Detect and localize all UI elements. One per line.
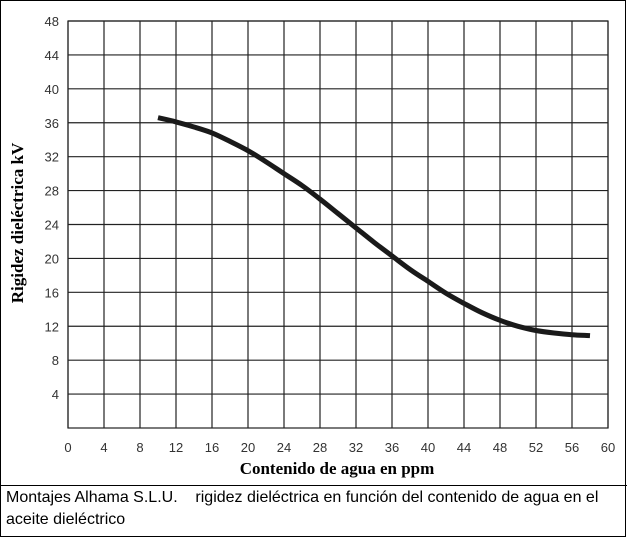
- y-tick-label: 12: [45, 319, 59, 334]
- x-tick-label: 48: [493, 440, 507, 455]
- y-tick-label: 32: [45, 150, 59, 165]
- x-tick-label: 12: [169, 440, 183, 455]
- figure-caption: Montajes Alhama S.L.U. rigidez dieléctri…: [6, 489, 603, 528]
- x-axis-ticks: 0 4 8 12 16 20 24 28 32 36 40 44 48 52 56 60: [64, 440, 615, 455]
- x-tick-label: 60: [601, 440, 615, 455]
- y-tick-label: 4: [52, 387, 59, 402]
- y-tick-label: 20: [45, 251, 59, 266]
- chart: 0 4 8 12 16 20 24 28 32 36 40 44 48 52 56 60 4812162024…: [8, 14, 615, 478]
- x-tick-label: 36: [385, 440, 399, 455]
- y-axis-title: Rigidez dieléctrica kV: [8, 142, 27, 303]
- x-axis-title: Contenido de agua en ppm: [240, 459, 435, 478]
- y-tick-label: 48: [45, 14, 59, 29]
- x-tick-label: 28: [313, 440, 327, 455]
- x-tick-label: 44: [457, 440, 471, 455]
- x-tick-label: 24: [277, 440, 291, 455]
- x-tick-label: 4: [100, 440, 107, 455]
- x-tick-label: 32: [349, 440, 363, 455]
- grid: [67, 20, 609, 429]
- y-tick-label: 44: [45, 48, 59, 63]
- y-tick-label: 24: [45, 218, 59, 233]
- y-tick-label: 8: [52, 353, 59, 368]
- x-tick-label: 20: [241, 440, 255, 455]
- x-tick-label: 16: [205, 440, 219, 455]
- x-tick-label: 0: [64, 440, 71, 455]
- x-tick-label: 40: [421, 440, 435, 455]
- y-tick-label: 36: [45, 116, 59, 131]
- y-tick-label: 28: [45, 184, 59, 199]
- x-tick-label: 8: [136, 440, 143, 455]
- series-line: [157, 115, 591, 339]
- caption-divider: [1, 485, 627, 486]
- y-tick-label: 16: [45, 285, 59, 300]
- series-lines: [157, 115, 591, 339]
- x-tick-label: 56: [565, 440, 579, 455]
- y-tick-label: 40: [45, 82, 59, 97]
- x-tick-label: 52: [529, 440, 543, 455]
